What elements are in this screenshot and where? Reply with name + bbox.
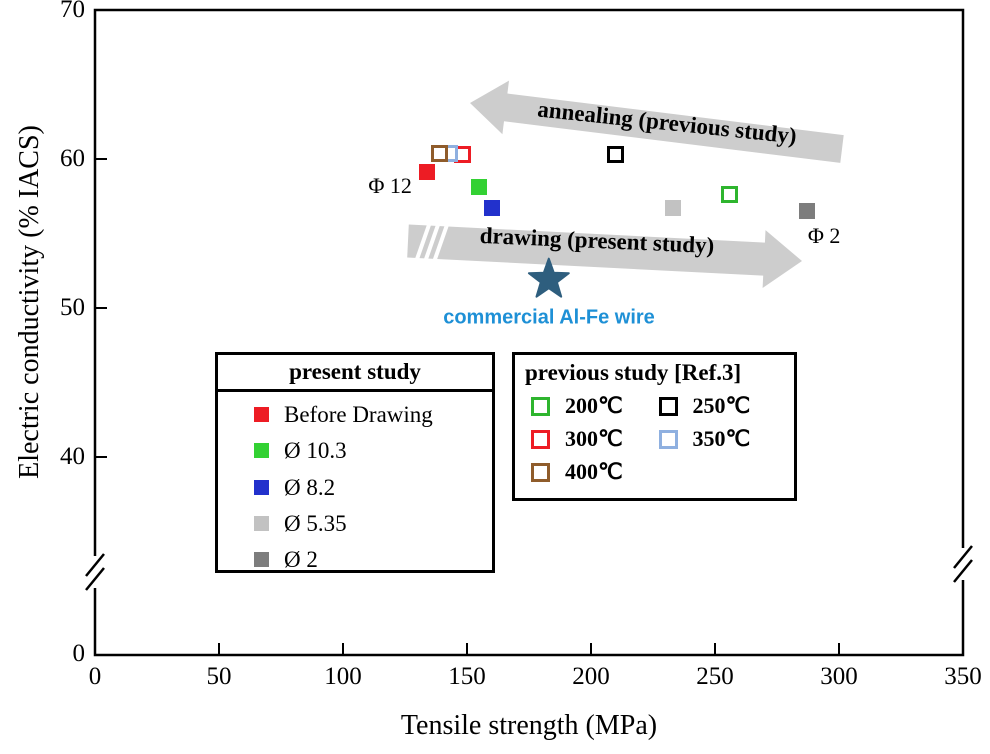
open-square-swatch [531,429,550,449]
legend-item: Ø 8.2 [254,475,492,500]
x-axis-title: Tensile strength (MPa) [400,710,658,741]
legend-item: Ø 5.35 [254,511,492,536]
legend-item: 400℃ [531,460,659,484]
data-point [721,186,739,204]
data-point [798,203,815,220]
data-point [483,200,500,217]
legend-item: 350℃ [658,426,787,452]
y-tick-label: 60 [60,145,85,172]
x-tick-label: 200 [572,663,610,690]
arrow-right [407,224,802,288]
legend-item: 250℃ [658,393,787,418]
x-tick-label: 100 [324,663,362,690]
legend-item-label: 250℃ [692,393,751,418]
legend-previous-study: previous study [Ref.3] 200℃ 250℃ 300℃ 350℃ 4… [512,352,797,501]
legend-item-label: Before Drawing [284,402,433,427]
data-point [607,146,625,164]
filled-square-swatch [254,443,269,459]
filled-square-swatch [254,552,269,568]
legend-item-label: Ø 2 [284,547,318,573]
y-axis-title: Electric conductivity (% IACS) [14,125,45,479]
legend-present-title: present study [218,355,492,392]
y-tick-label: 40 [60,443,85,470]
data-point [419,164,436,181]
x-tick-label: 50 [206,663,232,690]
legend-item: Before Drawing [254,402,492,427]
filled-square-swatch [254,516,269,532]
filled-square-swatch [254,479,269,495]
legend-item: Ø 10.3 [254,438,492,463]
commercial-wire-label: commercial Al-Fe wire [443,306,655,329]
legend-item: 300℃ [531,426,659,452]
data-point [664,200,681,217]
data-point [471,179,488,196]
legend-item-label: 400℃ [565,459,623,485]
star-marker [527,257,570,298]
filled-square-swatch [254,407,269,423]
legend-item-label: Ø 10.3 [284,438,347,464]
open-square-swatch [531,396,550,416]
legend-previous-items: 200℃ 250℃ 300℃ 350℃ 400℃ [515,388,794,485]
legend-previous-title: previous study [Ref.3] [525,360,742,385]
legend-item-label: 350℃ [692,426,751,452]
open-square-swatch [658,396,678,416]
annotation-label: Φ 12 [368,172,412,198]
legend-item-label: 200℃ [565,393,623,418]
data-point [431,145,449,163]
arrow-left [470,80,844,163]
legend-item: Ø 2 [254,547,492,572]
annotation-label: Φ 2 [807,223,841,249]
y-tick-label: 70 [60,0,85,23]
open-square-swatch [658,429,678,449]
x-tick-label: 300 [820,663,858,690]
legend-item-label: Ø 8.2 [284,474,336,500]
y-tick-label: 50 [60,294,85,321]
legend-item-label: Ø 5.35 [284,510,347,536]
x-tick-label: 150 [448,663,486,690]
plot-frame [93,8,965,657]
x-tick-label: 350 [944,663,982,690]
x-tick-label: 250 [696,663,734,690]
legend-item-label: 300℃ [565,426,623,452]
x-tick-label: 0 [88,663,102,690]
legend-present-items: Before Drawing Ø 10.3 Ø 8.2 Ø 5.35 Ø 2 [218,392,492,572]
y-tick-label: 0 [72,640,86,667]
legend-item: 200℃ [531,393,659,418]
legend-present-study: present study Before Drawing Ø 10.3 Ø 8.2 Ø… [215,352,495,573]
open-square-swatch [531,462,550,482]
